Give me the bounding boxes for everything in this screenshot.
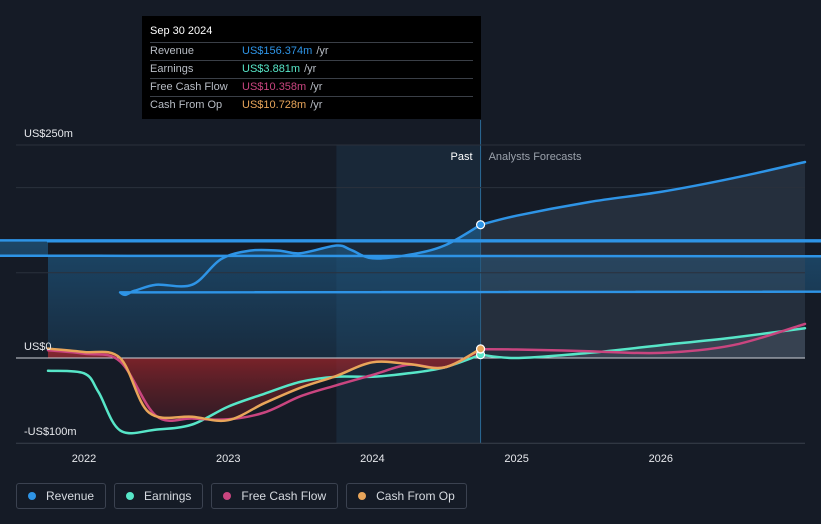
legend-label: Free Cash Flow: [241, 489, 327, 503]
earnings-dot-icon: [126, 492, 135, 500]
tooltip-row-free-cash-flow: Free Cash Flow US$10.358m /yr: [150, 78, 473, 96]
revenue-dot-icon: [28, 492, 36, 500]
tooltip-label: Revenue: [150, 45, 195, 57]
x-tick-label: 2026: [649, 453, 673, 465]
cash-from-op-line: [46, 347, 482, 423]
y-tick-label: US$250m: [24, 128, 73, 140]
data-tooltip: Sep 30 2024 Revenue US$156.374m /yr Earn…: [142, 16, 481, 119]
legend-item-cash-from-op[interactable]: Cash From Op: [346, 483, 467, 509]
legend-item-earnings[interactable]: Earnings: [114, 483, 204, 509]
y-tick-label: US$0: [24, 341, 52, 353]
cash-from-op-dot-icon: [358, 492, 367, 500]
legend-item-revenue[interactable]: Revenue: [16, 483, 107, 509]
revenue-forecast-line: [479, 160, 807, 227]
past-label: Past: [451, 151, 473, 163]
x-tick-label: 2025: [504, 453, 528, 465]
legend-label: Revenue: [46, 489, 95, 503]
free-cash-flow-dot-icon: [223, 492, 232, 500]
earnings-forecast-area: [480, 328, 805, 359]
x-tick-label: 2023: [216, 453, 240, 465]
earnings-forecast-line: [479, 326, 807, 360]
tooltip-unit: /yr: [316, 45, 329, 57]
tooltip-value: US$10.358m: [242, 81, 307, 93]
legend-label: Cash From Op: [376, 489, 455, 503]
tooltip-value: US$156.374m: [242, 45, 313, 57]
tooltip-date: Sep 30 2024: [150, 25, 213, 37]
tooltip-value: US$10.728m: [242, 99, 307, 111]
legend-item-free-cash-flow[interactable]: Free Cash Flow: [211, 483, 339, 509]
tooltip-row-cash-from-op: Cash From Op US$10.728m /yr: [150, 96, 473, 114]
revenue-marker: [475, 220, 486, 230]
x-tick-label: 2024: [360, 453, 384, 465]
revenue-forecast-area: [480, 162, 805, 358]
earnings-line: [46, 353, 482, 435]
legend-label: Earnings: [144, 489, 192, 503]
tooltip-label: Cash From Op: [150, 99, 223, 111]
tooltip-row-revenue: Revenue US$156.374m /yr: [150, 42, 473, 60]
y-tick-label: -US$100m: [24, 426, 77, 438]
tooltip-row-earnings: Earnings US$3.881m /yr: [150, 60, 473, 78]
tooltip-label: Earnings: [150, 63, 194, 75]
forecast-label: Analysts Forecasts: [489, 151, 582, 163]
tooltip-label: Free Cash Flow: [150, 81, 228, 93]
tooltip-unit: /yr: [310, 81, 323, 93]
tooltip-unit: /yr: [304, 63, 317, 75]
cash-from-op-negative-area: [48, 348, 481, 421]
cash-from-op-marker: [475, 344, 486, 354]
x-tick-label: 2022: [72, 453, 96, 465]
free-cash-flow-forecast-line: [479, 322, 807, 355]
tooltip-value: US$3.881m: [242, 63, 301, 75]
chart-legend: Revenue Earnings Free Cash Flow Cash Fro…: [16, 483, 467, 509]
tooltip-unit: /yr: [310, 99, 323, 111]
